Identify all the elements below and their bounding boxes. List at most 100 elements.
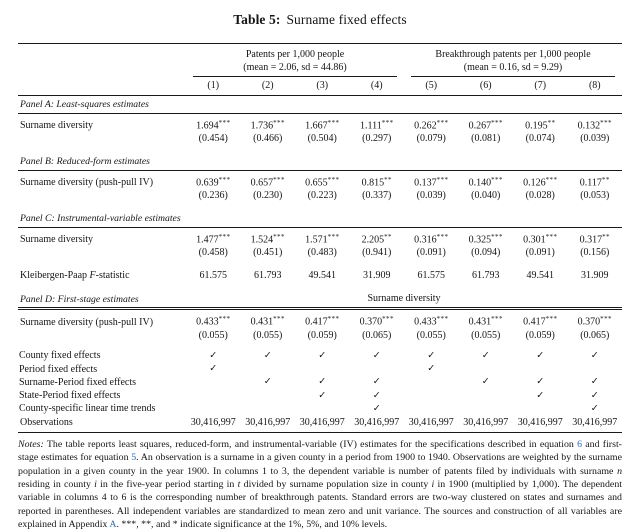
observations-row: Observations 30,416,997 30,416,997 30,416,9… bbox=[18, 416, 623, 433]
estimate-cell: 61.575 bbox=[417, 270, 446, 282]
significance-stars: *** bbox=[600, 118, 612, 127]
observations-cell: 30,416,997 bbox=[190, 416, 236, 428]
estimate-cell: 0.639*** bbox=[196, 175, 231, 189]
row-label-segment: -statistic bbox=[95, 270, 130, 282]
estimate-cell: 1.524*** bbox=[250, 232, 285, 246]
column-number: (4) bbox=[370, 80, 383, 91]
link-equation-6[interactable]: 6 bbox=[577, 438, 583, 450]
std-error-cell: (0.055) bbox=[198, 329, 228, 341]
std-error-cell: (0.065) bbox=[362, 329, 392, 341]
significance-stars: *** bbox=[327, 315, 340, 324]
empty-cell bbox=[568, 363, 623, 376]
std-error-row: (0.236) (0.230) (0.223) (0.337) (0.039) (0.04… bbox=[18, 190, 622, 203]
checkmark-icon: ✓ bbox=[318, 390, 327, 401]
estimate-cell: 0.433*** bbox=[414, 315, 449, 328]
observations-cell: 30,416,997 bbox=[572, 416, 618, 428]
observations-cell: 30,416,997 bbox=[245, 416, 291, 428]
significance-stars: *** bbox=[218, 315, 231, 324]
significance-stars: *** bbox=[218, 232, 231, 241]
observations-cell: 30,416,997 bbox=[463, 416, 509, 428]
column-number: (3) bbox=[316, 80, 329, 91]
column-group-title: Patents per 1,000 people bbox=[245, 49, 345, 60]
check-cell: ✓ bbox=[568, 390, 623, 403]
panel-title-row: Panel D: First-stage estimates Surname di… bbox=[18, 283, 623, 309]
std-error-spacer bbox=[18, 190, 186, 203]
estimate-cell: 0.655*** bbox=[305, 175, 340, 189]
results-table: Patents per 1,000 people (mean = 2.06, sd… bbox=[18, 43, 623, 433]
significance-stars: *** bbox=[600, 315, 612, 324]
row-label: Surname diversity bbox=[20, 120, 94, 132]
fixed-effects-row: County-specific linear time trends ✓ ✓ bbox=[18, 403, 622, 416]
std-error-cell: (0.055) bbox=[471, 329, 501, 341]
std-error-spacer bbox=[18, 247, 186, 260]
row-label: County-specific linear time trends bbox=[19, 403, 156, 415]
fixed-effects-row: State-Period fixed effects ✓ ✓ ✓ ✓ bbox=[18, 390, 622, 403]
estimate-cell: 1.694*** bbox=[196, 118, 231, 132]
observations-cell: 30,416,997 bbox=[408, 416, 454, 428]
link-appendix-a[interactable]: A bbox=[109, 519, 117, 531]
estimate-cell: 0.126*** bbox=[523, 175, 558, 189]
check-cell: ✓ bbox=[568, 376, 623, 389]
empty-cell bbox=[459, 363, 514, 376]
std-error-cell: (0.094) bbox=[471, 247, 501, 259]
row-label: County fixed effects bbox=[19, 350, 101, 362]
panel-span-header: Surname diversity bbox=[367, 293, 441, 305]
estimate-cell: 1.571*** bbox=[305, 232, 340, 246]
std-error-cell: (0.091) bbox=[416, 247, 446, 259]
estimate-cell: 0.431*** bbox=[250, 315, 285, 328]
std-error-cell: (0.091) bbox=[525, 247, 555, 259]
significance-stars: *** bbox=[545, 232, 558, 241]
notes-text-segment: The table reports least squares, reduced… bbox=[43, 438, 578, 450]
estimate-cell: 0.370*** bbox=[359, 315, 394, 328]
std-error-row: (0.454) (0.466) (0.504) (0.297) (0.079) (0.08… bbox=[18, 133, 622, 146]
significance-stars: *** bbox=[327, 232, 340, 241]
column-number-spacer bbox=[18, 78, 186, 96]
column-group-1: Patents per 1,000 people (mean = 2.06, sd… bbox=[186, 44, 404, 79]
check-cell: ✓ bbox=[295, 376, 350, 389]
significance-stars: ** bbox=[384, 232, 392, 241]
estimate-cell: 0.267*** bbox=[468, 118, 503, 132]
link-equation-5[interactable]: 5 bbox=[131, 452, 137, 464]
row-label: Surname diversity bbox=[20, 234, 94, 246]
check-cell: ✓ bbox=[241, 343, 296, 363]
checkmark-icon: ✓ bbox=[372, 403, 381, 414]
check-cell: ✓ bbox=[404, 343, 459, 363]
column-group-rule: Patents per 1,000 people (mean = 2.06, sd… bbox=[193, 45, 397, 77]
std-error-cell: (0.941) bbox=[362, 247, 392, 259]
checkmark-icon: ✓ bbox=[372, 350, 381, 361]
estimate-cell: 0.195** bbox=[525, 118, 556, 132]
check-cell: ✓ bbox=[568, 403, 623, 416]
checkmark-icon: ✓ bbox=[372, 390, 381, 401]
check-cell: ✓ bbox=[241, 376, 296, 389]
row-label-segment: Kleibergen-Paap bbox=[20, 270, 90, 282]
table-body: Patents per 1,000 people (mean = 2.06, sd… bbox=[18, 43, 623, 433]
checkmark-icon: ✓ bbox=[590, 403, 599, 414]
estimate-cell: 0.301*** bbox=[523, 232, 558, 246]
std-error-cell: (0.065) bbox=[580, 329, 610, 341]
fixed-effects-row: Surname-Period fixed effects ✓ ✓ ✓ ✓ ✓ ✓ bbox=[18, 376, 622, 389]
estimate-cell: 1.736*** bbox=[250, 118, 285, 132]
empty-cell bbox=[350, 363, 405, 376]
estimate-cell: 2.205** bbox=[361, 232, 392, 246]
estimate-cell: 0.325*** bbox=[468, 232, 503, 246]
significance-stars: *** bbox=[327, 118, 340, 127]
std-error-cell: (0.156) bbox=[580, 247, 610, 259]
notes-italic-segment: Notes: bbox=[18, 438, 44, 450]
checkmark-icon: ✓ bbox=[536, 390, 545, 401]
std-error-cell: (0.053) bbox=[580, 190, 610, 202]
check-cell: ✓ bbox=[350, 403, 405, 416]
estimate-cell: 0.417*** bbox=[523, 315, 558, 328]
significance-stars: *** bbox=[273, 232, 285, 241]
significance-stars: *** bbox=[273, 315, 285, 324]
std-error-cell: (0.040) bbox=[471, 190, 501, 202]
check-cell: ✓ bbox=[513, 390, 568, 403]
estimate-cell: 31.909 bbox=[363, 270, 391, 282]
empty-cell bbox=[295, 403, 350, 416]
checkmark-icon: ✓ bbox=[536, 377, 545, 388]
significance-stars: *** bbox=[436, 175, 449, 184]
panel-title-row: Panel C: Instrumental-variable estimates bbox=[18, 203, 623, 228]
row-label: Kleibergen-Paap F-statistic bbox=[18, 260, 186, 283]
estimate-cell: 0.262*** bbox=[414, 118, 449, 132]
std-error-cell: (0.059) bbox=[525, 329, 555, 341]
column-group-header-row: Patents per 1,000 people (mean = 2.06, sd… bbox=[18, 43, 623, 79]
